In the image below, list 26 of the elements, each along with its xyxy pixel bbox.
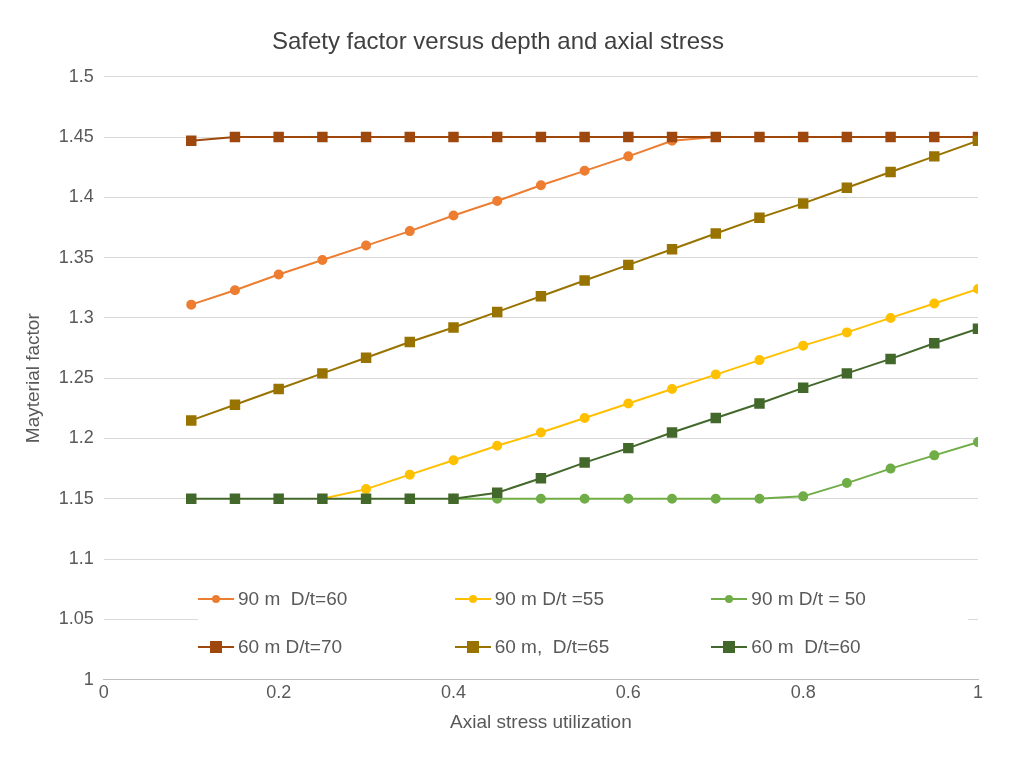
y-tick-label: 1.1 <box>68 548 94 569</box>
y-tick-label: 1.25 <box>58 367 94 388</box>
y-tick-label: 1.15 <box>58 487 94 508</box>
y-axis-title: Mayterial factor <box>21 312 43 444</box>
legend-label: 90 m D/t=60 <box>238 588 348 610</box>
y-tick-label: 1 <box>83 668 94 689</box>
x-tick-label: 0 <box>98 682 109 703</box>
y-tick-label: 1.4 <box>68 186 94 207</box>
y-tick-label: 1.2 <box>68 427 94 448</box>
x-tick-label: 0.2 <box>266 682 292 703</box>
x-tick-label: 0.4 <box>440 682 467 703</box>
y-tick-label: 1.5 <box>68 65 94 86</box>
x-axis-title: Axial stress utilization <box>450 710 632 732</box>
legend-label: 60 m, D/t=65 <box>494 636 610 658</box>
legend-label: 90 m D/t = 50 <box>751 588 866 610</box>
x-tick-label: 0.8 <box>790 682 816 703</box>
x-tick-label: 1 <box>972 682 984 703</box>
y-tick-label: 1.35 <box>58 246 94 267</box>
legend-label: 60 m D/t=60 <box>751 636 861 658</box>
legend-label: 90 m D/t =55 <box>494 588 604 610</box>
x-tick-label: 0.6 <box>615 682 641 703</box>
chart-title: Safety factor versus depth and axial stress <box>271 27 725 55</box>
y-tick-label: 1.3 <box>68 306 94 327</box>
y-tick-label: 1.45 <box>58 126 94 147</box>
legend-label: 60 m D/t=70 <box>238 636 343 658</box>
y-tick-label: 1.05 <box>58 608 94 629</box>
